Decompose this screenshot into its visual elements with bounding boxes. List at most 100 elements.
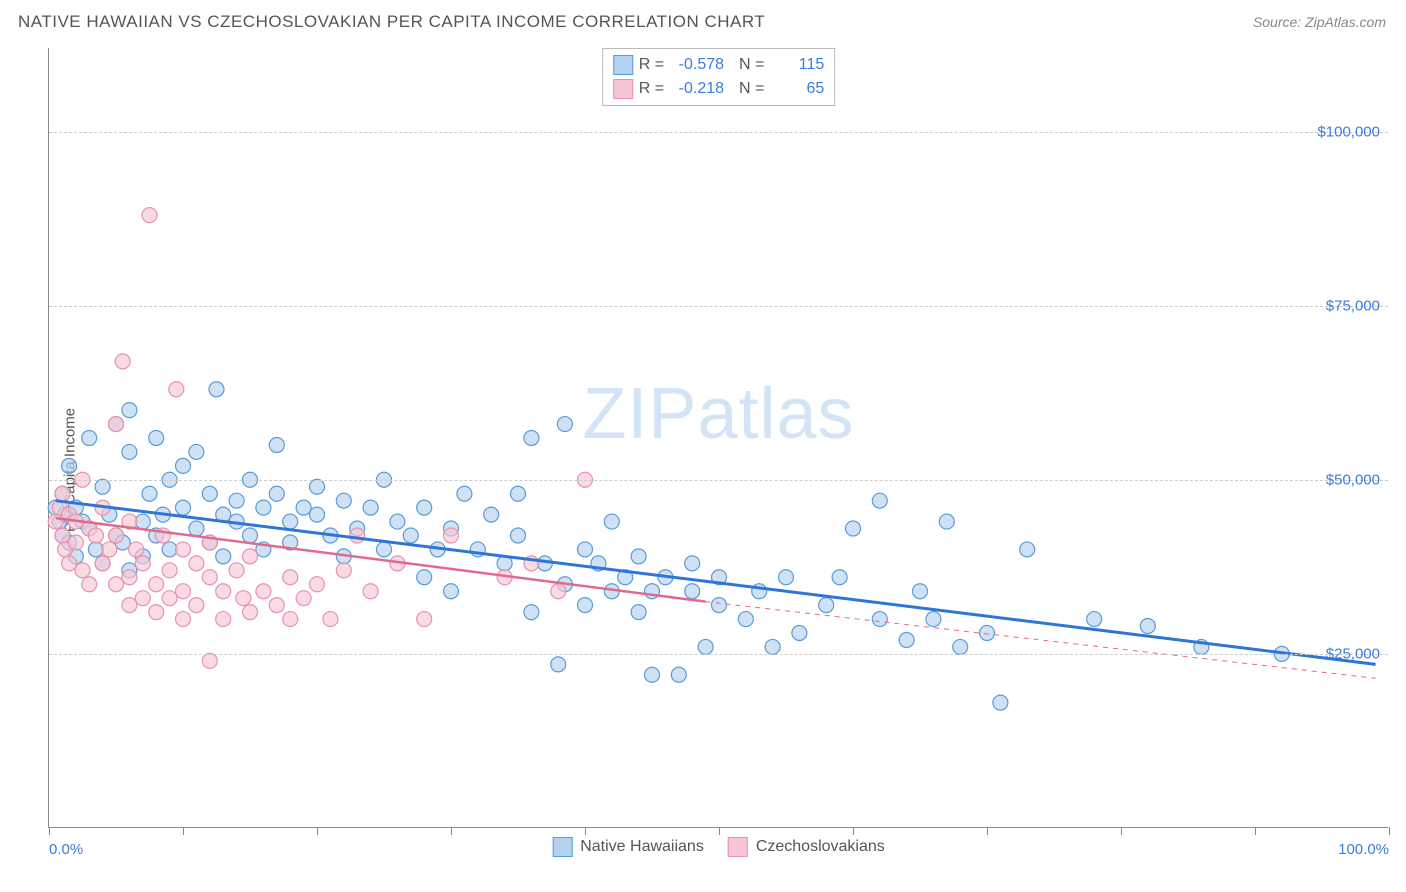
scatter-point — [162, 563, 177, 578]
legend-stat-row: R = -0.578 N = 115 — [613, 53, 825, 77]
legend-swatch — [728, 837, 748, 857]
y-tick-label: $75,000 — [1326, 297, 1380, 314]
scatter-point — [283, 612, 298, 627]
scatter-point — [256, 500, 271, 515]
scatter-point — [189, 444, 204, 459]
chart-container: Per Capita Income ZIPatlas R =-0.578 N =… — [0, 48, 1406, 892]
scatter-point — [135, 556, 150, 571]
scatter-point — [846, 521, 861, 536]
x-tick — [987, 827, 988, 835]
scatter-point — [169, 382, 184, 397]
scatter-point — [557, 417, 572, 432]
chart-title: NATIVE HAWAIIAN VS CZECHOSLOVAKIAN PER C… — [18, 12, 765, 32]
scatter-point — [283, 570, 298, 585]
scatter-point — [109, 577, 124, 592]
scatter-point — [390, 514, 405, 529]
scatter-point — [1020, 542, 1035, 557]
scatter-point — [162, 591, 177, 606]
scatter-point — [68, 535, 83, 550]
scatter-point — [511, 486, 526, 501]
scatter-point — [149, 431, 164, 446]
scatter-point — [444, 584, 459, 599]
scatter-point — [484, 507, 499, 522]
plot-area: ZIPatlas R =-0.578 N =115R =-0.218 N =65… — [48, 48, 1388, 828]
scatter-point — [122, 598, 137, 613]
scatter-point — [122, 403, 137, 418]
scatter-point — [323, 612, 338, 627]
scatter-point — [269, 437, 284, 452]
scatter-point — [189, 521, 204, 536]
scatter-point — [685, 556, 700, 571]
scatter-point — [109, 417, 124, 432]
x-tick-label: 100.0% — [1338, 841, 1389, 858]
scatter-point — [698, 639, 713, 654]
scatter-point — [216, 612, 231, 627]
scatter-point — [980, 626, 995, 641]
legend-r-label: R = — [639, 56, 664, 74]
scatter-point — [363, 500, 378, 515]
scatter-point — [236, 591, 251, 606]
scatter-point — [631, 605, 646, 620]
scatter-point — [95, 556, 110, 571]
x-tick — [853, 827, 854, 835]
x-tick — [719, 827, 720, 835]
scatter-point — [189, 598, 204, 613]
gridline — [49, 480, 1388, 481]
scatter-point — [62, 556, 77, 571]
scatter-point — [578, 542, 593, 557]
scatter-point — [296, 591, 311, 606]
scatter-point — [129, 542, 144, 557]
scatter-point — [336, 493, 351, 508]
scatter-point — [269, 598, 284, 613]
scatter-point — [631, 549, 646, 564]
scatter-point — [135, 591, 150, 606]
scatter-point — [363, 584, 378, 599]
scatter-point — [524, 431, 539, 446]
gridline — [49, 132, 1388, 133]
scatter-point — [417, 612, 432, 627]
scatter-point — [62, 458, 77, 473]
scatter-point — [122, 570, 137, 585]
scatter-point — [135, 514, 150, 529]
scatter-point — [202, 486, 217, 501]
scatter-point — [939, 514, 954, 529]
x-tick — [1121, 827, 1122, 835]
scatter-point — [176, 458, 191, 473]
scatter-point — [269, 486, 284, 501]
scatter-point — [229, 563, 244, 578]
x-tick — [451, 827, 452, 835]
scatter-point — [511, 528, 526, 543]
scatter-point — [551, 584, 566, 599]
scatter-point — [738, 612, 753, 627]
legend-n-value: 115 — [770, 56, 824, 74]
legend-n-label: N = — [730, 56, 764, 74]
legend-stat-row: R =-0.218 N =65 — [613, 77, 825, 101]
legend-item: Czechoslovakians — [728, 837, 885, 857]
scatter-point — [88, 542, 103, 557]
x-tick-label: 0.0% — [49, 841, 83, 858]
legend-series-label: Native Hawaiians — [580, 838, 704, 856]
scatter-point — [457, 486, 472, 501]
scatter-point — [75, 563, 90, 578]
scatter-point — [142, 486, 157, 501]
scatter-point — [993, 695, 1008, 710]
scatter-point — [55, 528, 70, 543]
scatter-point — [176, 584, 191, 599]
scatter-point — [256, 584, 271, 599]
scatter-point — [403, 528, 418, 543]
legend-r-value: -0.578 — [670, 56, 724, 74]
scatter-point — [142, 208, 157, 223]
scatter-point — [444, 528, 459, 543]
scatter-point — [48, 514, 63, 529]
scatter-point — [671, 667, 686, 682]
scatter-point — [1087, 612, 1102, 627]
scatter-point — [310, 577, 325, 592]
scatter-point — [953, 639, 968, 654]
scatter-point — [243, 549, 258, 564]
scatter-point — [685, 584, 700, 599]
scatter-point — [524, 605, 539, 620]
legend-n-label: N = — [730, 80, 764, 98]
legend-n-value: 65 — [770, 80, 824, 98]
scatter-point — [819, 598, 834, 613]
scatter-point — [417, 500, 432, 515]
